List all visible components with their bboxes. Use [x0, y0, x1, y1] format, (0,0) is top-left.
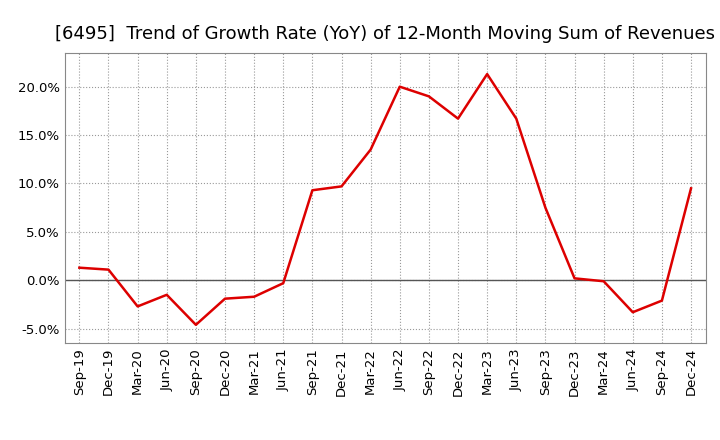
Title: [6495]  Trend of Growth Rate (YoY) of 12-Month Moving Sum of Revenues: [6495] Trend of Growth Rate (YoY) of 12-…: [55, 25, 715, 43]
